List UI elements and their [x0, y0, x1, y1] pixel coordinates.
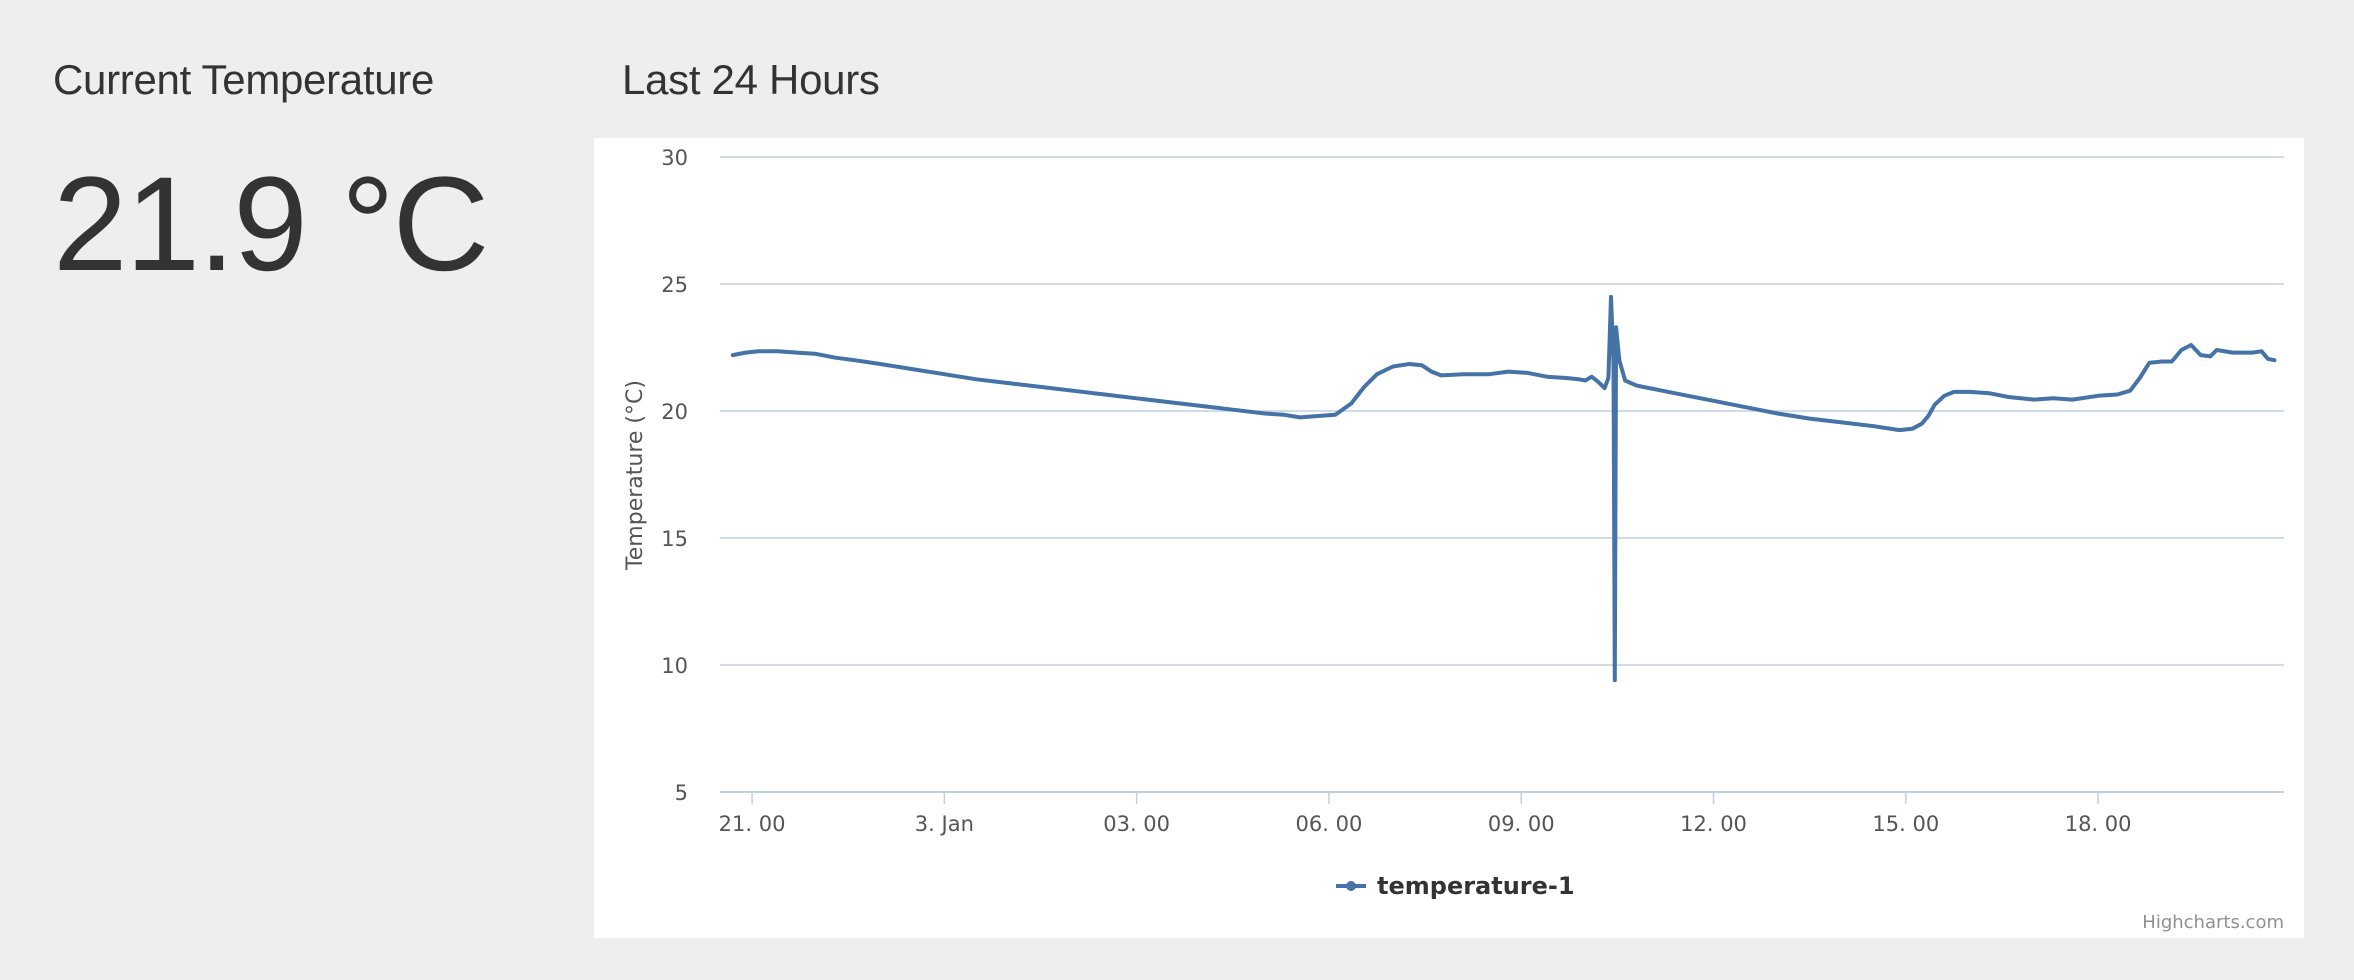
legend-marker-icon — [1346, 881, 1356, 891]
y-tick-label: 30 — [661, 146, 688, 170]
x-tick-label: 06. 00 — [1296, 812, 1363, 836]
credits-link[interactable]: Highcharts.com — [2142, 912, 2284, 933]
x-tick-label: 09. 00 — [1488, 812, 1555, 836]
y-tick-label: 25 — [661, 273, 688, 297]
temperature-chart[interactable]: 5 10 15 20 25 30 21. 00 3. Jan 03. 00 06. 00 09. … — [594, 138, 2304, 938]
series-line-temperature-1[interactable] — [730, 294, 2277, 683]
grid-lines — [720, 156, 2284, 666]
current-temperature-panel: Current Temperature 21.9 °C — [53, 50, 553, 300]
history-panel: Last 24 Hours — [622, 50, 880, 110]
y-tick-label: 10 — [661, 654, 688, 678]
y-tick-label: 5 — [675, 781, 688, 805]
x-tick-label: 03. 00 — [1103, 812, 1170, 836]
chart-svg[interactable]: 5 10 15 20 25 30 21. 00 3. Jan 03. 00 06. 00 09. … — [594, 138, 2304, 938]
legend-item-temperature-1[interactable]: temperature-1 — [1377, 872, 1575, 900]
legend[interactable]: temperature-1 — [1336, 872, 1575, 900]
current-temperature-title: Current Temperature — [53, 56, 435, 103]
x-tick-label: 3. Jan — [915, 812, 974, 836]
x-tick-label: 18. 00 — [2065, 812, 2132, 836]
x-tick-label: 12. 00 — [1680, 812, 1747, 836]
x-tick-label: 15. 00 — [1872, 812, 1939, 836]
y-axis-title: Temperature (°C) — [623, 380, 648, 571]
x-tick-label: 21. 00 — [719, 812, 786, 836]
y-tick-label: 15 — [661, 527, 688, 551]
y-axis: 5 10 15 20 25 30 — [661, 146, 688, 805]
x-axis: 21. 00 3. Jan 03. 00 06. 00 09. 00 12. 00 15. … — [719, 791, 2284, 836]
current-temperature-value: 21.9 °C — [53, 150, 489, 299]
y-tick-label: 20 — [661, 400, 688, 424]
history-title: Last 24 Hours — [622, 56, 880, 103]
series-layer[interactable] — [730, 294, 2277, 683]
